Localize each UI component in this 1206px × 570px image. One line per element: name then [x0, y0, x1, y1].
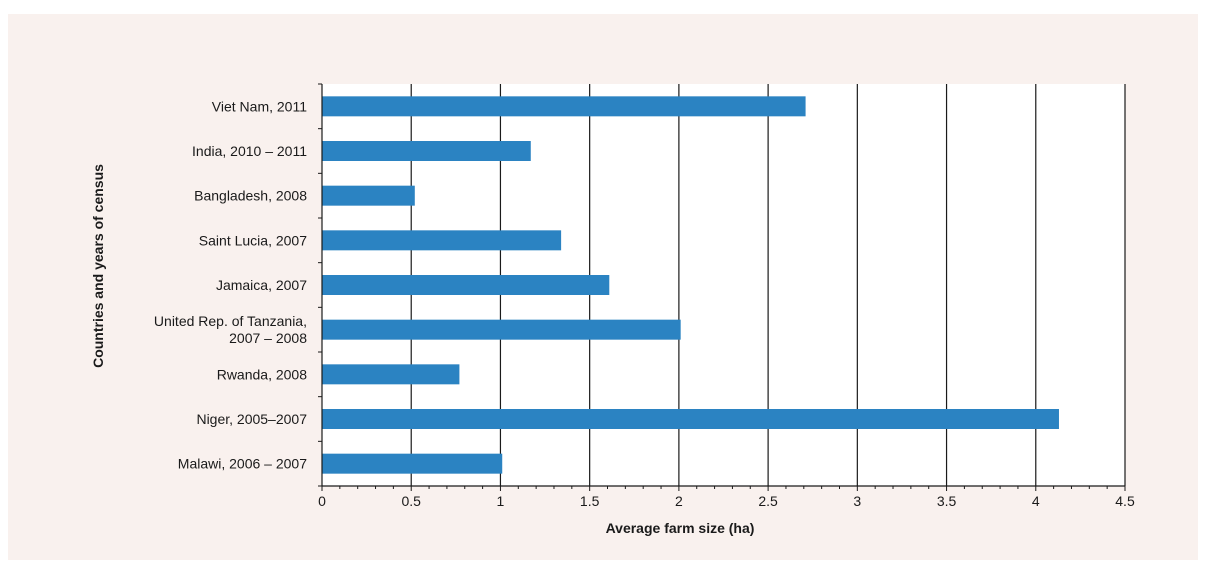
bar: [322, 275, 610, 295]
y-tick-label: Niger, 2005–2007: [196, 411, 307, 427]
y-tick-label: Bangladesh, 2008: [194, 188, 307, 204]
y-tick-label: Jamaica, 2007: [216, 277, 307, 293]
bar: [322, 364, 460, 385]
x-tick-label: 3.5: [937, 493, 957, 509]
axes: [318, 83, 1126, 491]
y-tick-label: India, 2010 – 2011: [192, 143, 307, 159]
x-tick-label: 0: [318, 493, 326, 509]
y-tick-label: Viet Nam, 2011: [212, 98, 307, 114]
bar: [322, 319, 681, 340]
x-tick-label: 4.5: [1115, 493, 1135, 509]
x-tick-label: 2: [675, 493, 683, 509]
bar: [322, 141, 531, 161]
y-axis-title: Countries and years of census: [90, 164, 106, 368]
bar: [322, 96, 806, 117]
y-tick-label: United Rep. of Tanzania, 2007 – 2008: [154, 313, 307, 346]
x-tick-label: 0.5: [401, 493, 421, 509]
y-tick-label: Malawi, 2006 – 2007: [178, 456, 307, 472]
bars: [322, 96, 1059, 474]
y-tick-label: Saint Lucia, 2007: [199, 232, 307, 248]
x-tick-label: 4: [1032, 493, 1040, 509]
bar: [322, 409, 1059, 429]
x-tick-label: 1: [497, 493, 505, 509]
bar: [322, 185, 415, 206]
x-tick-labels: 0 0.5 1 1.5 2 2.5 3 3.5 4 4.5: [318, 493, 1135, 509]
x-tick-label: 3: [853, 493, 861, 509]
x-axis-title: Average farm size (ha): [606, 520, 755, 536]
bar: [322, 230, 562, 251]
x-tick-label: 1.5: [580, 493, 600, 509]
y-tick-labels: Viet Nam, 2011 India, 2010 – 2011 Banglade…: [154, 98, 307, 471]
y-tick-label: Rwanda, 2008: [217, 366, 308, 382]
x-tick-label: 2.5: [758, 493, 778, 509]
bar: [322, 453, 503, 474]
